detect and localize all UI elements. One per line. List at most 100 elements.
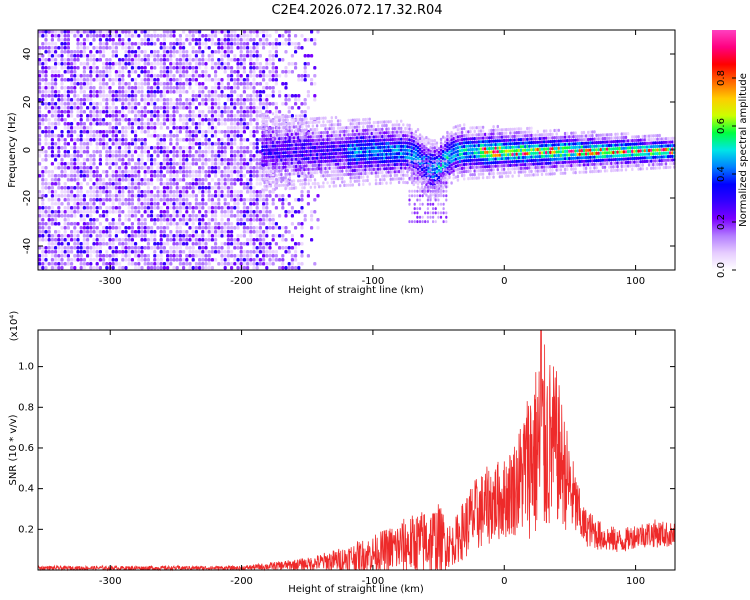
spectrogram-cell [362,157,365,161]
spectrogram-cell [393,170,397,174]
spectrogram-cell [370,164,373,168]
spectrogram-cell [290,118,294,122]
spectrogram-cell [236,126,240,130]
spectrogram-cell [172,78,176,82]
spectrogram-cell [268,74,272,78]
spectrogram-cell [150,194,154,198]
spectrogram-cell [76,158,80,162]
spectrogram-cell [111,150,115,154]
spectrogram-cell [79,258,83,262]
spectrogram-cell [98,138,102,142]
spectrogram-cell [63,198,67,202]
spectrogram-cell [41,238,45,242]
spectrogram-cell [294,98,298,102]
spectrogram-cell [79,246,83,250]
spectrogram-cell [146,194,150,198]
spectrogram-cell [185,222,189,226]
spectrogram-cell [284,158,287,162]
spectrogram-cell [207,142,211,146]
spectrogram-cell [108,262,112,266]
spectrogram-cell [265,218,269,222]
spectrogram-cell [261,123,264,127]
spectrogram-cell [255,158,259,162]
spectrogram-cell [341,158,344,162]
spectrogram-cell [376,164,380,168]
spectrogram-cell [169,134,173,138]
spectrogram-cell [73,206,77,210]
spectrogram-cell [397,126,401,130]
spectrogram-cell [76,222,80,226]
spectrogram-cell [385,174,388,178]
spectrogram-cell [246,78,250,82]
spectrogram-cell [255,194,259,198]
spectrogram-cell [297,46,301,50]
spectrogram-cell [282,162,285,166]
spectrogram-cell [111,202,115,206]
spectrogram-cell [262,106,266,110]
spectrogram-cell [288,114,291,119]
spectrogram-cell [82,222,86,226]
spectrogram-cell [54,82,58,86]
spectrogram-cell [226,62,230,66]
spectrogram-cell [146,146,150,150]
spectrogram-cell [143,234,147,238]
spectrogram-cell [402,173,405,177]
spectrogram-cell [265,112,268,116]
spectrogram-cell [357,168,361,172]
spectrogram-cell [95,178,99,182]
spectrogram-cell [198,138,202,142]
spectrogram-cell [194,266,198,270]
spectrogram-cell [204,262,208,266]
spectrogram-cell [105,198,109,202]
spectrogram-cell [156,202,160,206]
spectrogram-cell [336,151,340,155]
spectrogram-cell [38,118,42,122]
spectrogram-cell [102,70,106,74]
spectrogram-cell [404,148,407,152]
spectrogram-cell [102,46,106,50]
spectrogram-cell [140,30,144,34]
spectrogram-cell [402,159,405,163]
spectrogram-cell [70,130,74,134]
spectrogram-cell [73,50,77,54]
spectrogram-cell [124,46,128,50]
spectrogram-cell [318,116,321,120]
spectrogram-cell [162,58,166,62]
spectrogram-cell [402,177,405,181]
spectrogram-cell [121,78,125,82]
spectrogram-cell [339,148,342,152]
spectrogram-cell [95,146,99,150]
spectrogram-cell [63,166,67,170]
spectrogram-cell [292,125,296,129]
spectrogram-cell [188,170,192,174]
spectrogram-cell [66,134,70,138]
spectrogram-cell [220,242,224,246]
spectrogram-cell [207,266,211,270]
spectrogram-cell [156,206,160,210]
spectrogram-cell [172,190,176,194]
spectrogram-cell [217,186,221,190]
spectrogram-cell [50,218,54,222]
spectrogram-cell [242,34,246,38]
spectrogram-cell [280,176,283,180]
spectrogram-cell [255,178,259,182]
spectrogram-cell [290,94,294,98]
spectrogram-cell [76,54,80,58]
spectrogram-cell [242,78,246,82]
spectrogram-cell [162,262,166,266]
spectrogram-cell [178,242,182,246]
spectrogram-cell [178,106,182,110]
spectrogram-cell [303,168,306,172]
spectrogram-cell [95,142,99,146]
spectrogram-cell [114,174,118,178]
spectrogram-cell [92,250,96,254]
spectrogram-cell [134,114,138,118]
spectrogram-cell [220,54,224,58]
spectrogram-cell [265,137,268,141]
spectrogram-cell [108,186,112,190]
spectrogram-cell [146,110,150,114]
spectrogram-cell [140,230,144,234]
spectrogram-cell [267,116,270,120]
spectrogram-cell [175,254,179,258]
spectrogram-cell [214,98,218,102]
